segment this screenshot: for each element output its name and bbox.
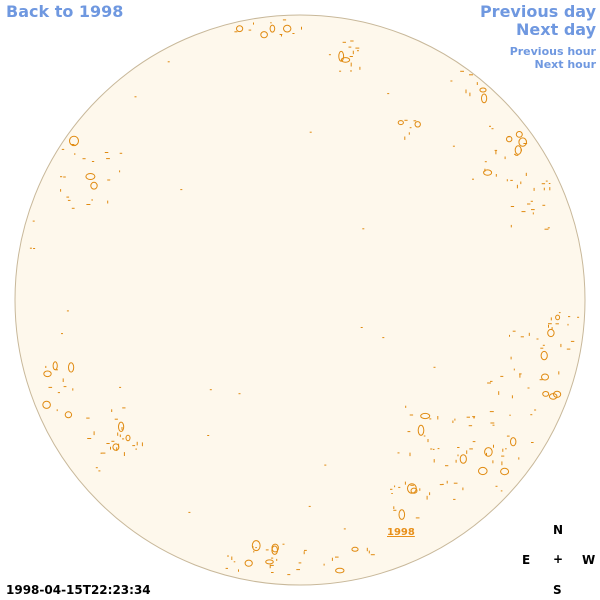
contour-speck xyxy=(410,487,418,494)
contour-speck xyxy=(515,131,523,138)
contour-speck xyxy=(541,373,549,381)
contour-speck xyxy=(52,361,58,371)
contour-speck xyxy=(271,543,279,553)
contour-speck xyxy=(479,87,487,93)
contour-speck xyxy=(90,181,98,190)
observation-timestamp: 1998-04-15T22:23:34 xyxy=(6,583,151,597)
contour-speck xyxy=(338,50,345,62)
contour-speck xyxy=(547,328,555,338)
contour-speck xyxy=(236,25,244,33)
compass-west-label: W xyxy=(582,553,596,567)
solar-disk xyxy=(14,14,586,586)
contour-speck xyxy=(68,362,75,373)
contour-speck xyxy=(351,546,359,552)
contour-speck xyxy=(484,447,493,457)
contour-speck xyxy=(244,559,253,567)
contour-speck xyxy=(398,509,406,520)
next-day-link[interactable]: Next day xyxy=(516,20,596,39)
previous-day-link[interactable]: Previous day xyxy=(479,2,596,21)
contour-speck xyxy=(69,135,79,147)
contour-speck xyxy=(64,411,73,419)
contour-speck xyxy=(478,466,488,476)
contour-speck xyxy=(42,400,51,409)
contour-speck xyxy=(397,120,404,126)
contour-speck xyxy=(335,567,345,574)
contour-speck xyxy=(269,24,276,33)
magnetic-contours xyxy=(29,19,580,576)
contour-speck xyxy=(251,540,261,552)
contour-speck xyxy=(483,169,493,176)
contour-speck xyxy=(85,173,96,180)
compass-south-label: S xyxy=(553,583,562,597)
contour-speck xyxy=(540,350,548,361)
contour-speck xyxy=(260,31,268,39)
contour-speck xyxy=(112,443,120,451)
contour-speck xyxy=(500,467,510,476)
contour-speck xyxy=(420,412,431,420)
next-hour-link[interactable]: Next hour xyxy=(534,58,597,71)
contour-speck xyxy=(118,421,125,432)
contour-speck xyxy=(481,93,488,104)
contour-speck xyxy=(555,314,561,321)
contour-speck xyxy=(414,121,421,128)
contour-speck xyxy=(518,137,528,147)
contour-speck xyxy=(43,370,52,378)
contour-speck xyxy=(506,135,513,143)
contour-speck xyxy=(125,434,131,442)
compass-east-label: E xyxy=(522,553,531,567)
compass-center-icon: + xyxy=(553,552,564,566)
contour-speck xyxy=(340,57,351,63)
previous-hour-link[interactable]: Previous hour xyxy=(509,45,596,58)
back-to-year-link[interactable]: Back to 1998 xyxy=(6,2,124,21)
contour-speck xyxy=(417,424,425,436)
contour-speck xyxy=(265,559,274,565)
contour-speck xyxy=(459,454,467,464)
year-link[interactable]: 1998 xyxy=(387,527,415,538)
compass-north-label: N xyxy=(553,523,564,537)
contour-speck xyxy=(542,391,550,397)
contour-speck xyxy=(548,393,558,400)
contour-speck xyxy=(283,24,292,33)
contour-speck xyxy=(510,437,517,447)
